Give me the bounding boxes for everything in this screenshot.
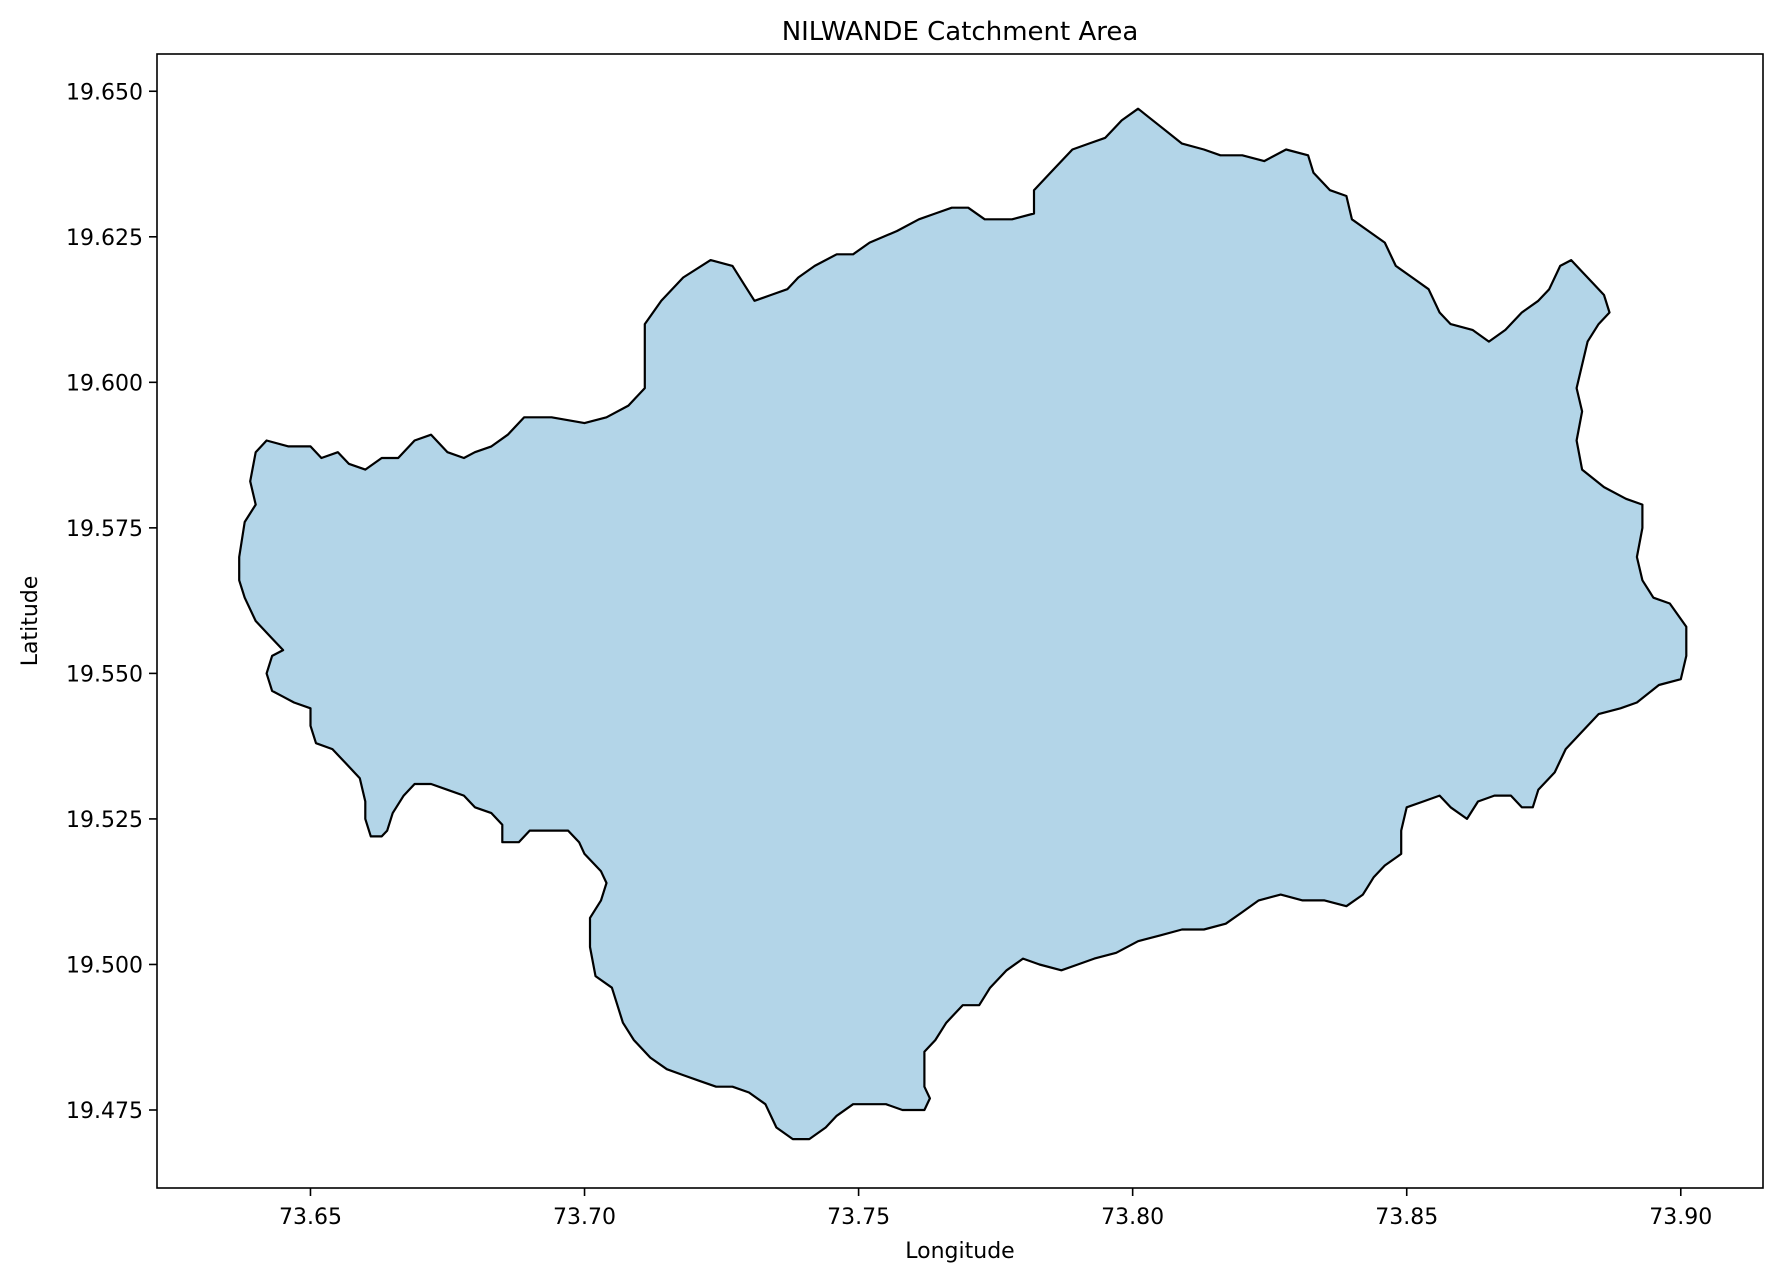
chart-title: NILWANDE Catchment Area [782, 17, 1139, 47]
y-tick-label: 19.600 [66, 371, 143, 396]
x-tick-label: 73.80 [1101, 1205, 1164, 1230]
y-tick-label: 19.525 [66, 808, 143, 833]
y-tick-label: 19.650 [66, 80, 143, 105]
x-tick-label: 73.90 [1649, 1205, 1712, 1230]
catchment-boundary [238, 107, 1688, 1141]
y-tick-label: 19.550 [66, 662, 143, 687]
y-axis-label: Latitude [18, 576, 43, 667]
y-tick-label: 19.500 [66, 953, 143, 978]
y-tick-label: 19.475 [66, 1099, 143, 1124]
x-axis-label: Longitude [905, 1239, 1014, 1264]
x-tick-label: 73.70 [553, 1205, 616, 1230]
y-axis-ticks: 19.475 19.500 19.525 19.550 19.575 19.600 19.6… [66, 80, 157, 1124]
x-tick-label: 73.75 [827, 1205, 890, 1230]
x-tick-label: 73.85 [1375, 1205, 1438, 1230]
y-tick-label: 19.575 [66, 517, 143, 542]
y-tick-label: 19.625 [66, 226, 143, 251]
x-tick-label: 73.65 [279, 1205, 342, 1230]
x-axis-ticks: 73.65 73.70 73.75 73.80 73.85 73.90 [279, 1188, 1712, 1230]
plot-area-frame [156, 53, 1764, 1189]
